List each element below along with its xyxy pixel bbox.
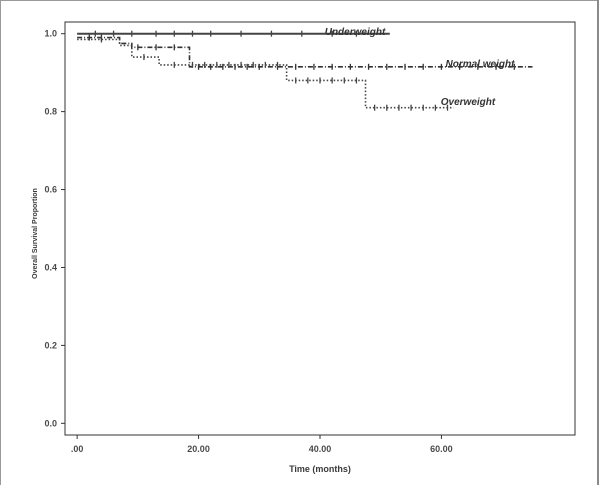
x-tick-label: 20.00	[187, 444, 210, 454]
y-tick-label: 0.2	[44, 340, 57, 350]
frame-border-left	[0, 0, 1, 485]
x-axis-title: Time (months)	[289, 464, 351, 474]
frame-border-top	[0, 0, 599, 1]
x-tick-label: 40.00	[309, 444, 332, 454]
plot-frame	[64, 21, 576, 436]
series-label: Overweight	[441, 97, 496, 108]
x-tick-label: 60.00	[430, 444, 453, 454]
y-axis-title: Overall Survival Proportion	[32, 188, 39, 279]
y-tick-label: 1.0	[44, 29, 57, 39]
y-tick-label: 0.8	[44, 107, 57, 117]
frame-border-right	[597, 0, 599, 485]
series-label: Normal weight	[446, 59, 516, 70]
y-tick-label: 0.6	[44, 185, 57, 195]
x-tick-label: .00	[71, 444, 84, 454]
y-tick-label: 0.4	[44, 262, 57, 272]
y-tick-label: 0.0	[44, 418, 57, 428]
series-line-overweight	[77, 38, 454, 109]
series-label: Underweight	[325, 27, 386, 38]
